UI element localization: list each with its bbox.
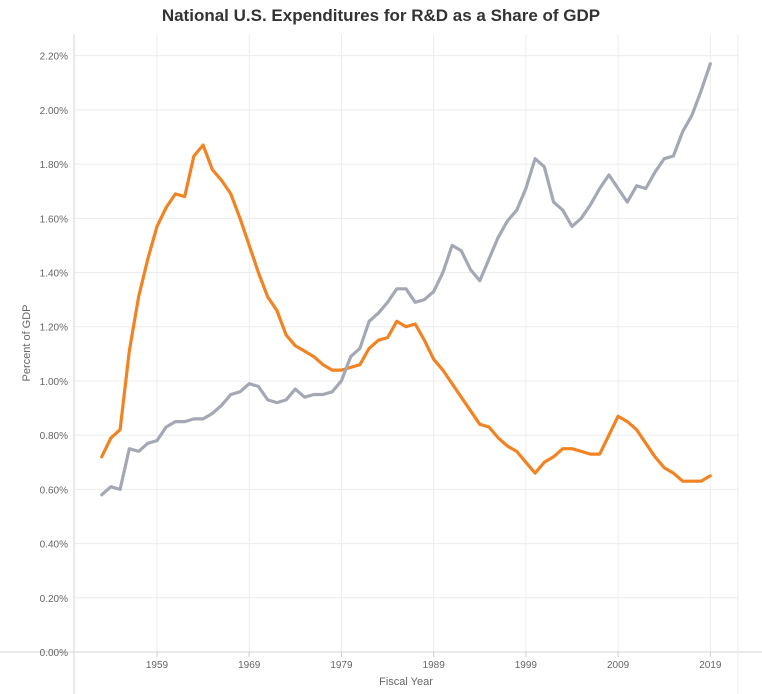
- x-tick-label: 1979: [330, 660, 353, 671]
- series-line-2: [100, 62, 712, 497]
- y-tick-label: 1.60%: [40, 214, 68, 225]
- series-line-1: [100, 143, 712, 483]
- x-tick-label: 2009: [607, 660, 630, 671]
- x-tick-label: 2019: [699, 660, 722, 671]
- y-tick-label: 0.20%: [40, 594, 68, 605]
- y-tick-label: 1.20%: [40, 323, 68, 334]
- y-tick-label: 2.00%: [40, 106, 68, 117]
- x-axis-ticks: 1959 1969 1979 1989 1999 2009 2019: [146, 652, 722, 671]
- y-tick-label: 1.40%: [40, 269, 68, 280]
- x-tick-label: 1959: [146, 660, 169, 671]
- y-tick-label: 0.60%: [40, 485, 68, 496]
- y-tick-label: 0.80%: [40, 431, 68, 442]
- x-tick-label: 1989: [423, 660, 446, 671]
- x-axis-title: Fiscal Year: [379, 676, 433, 688]
- axes: [0, 34, 762, 694]
- y-tick-label: 0.00%: [40, 648, 68, 659]
- x-tick-label: 1999: [515, 660, 538, 671]
- y-tick-label: 1.80%: [40, 160, 68, 171]
- gridlines: [74, 34, 738, 653]
- series-lines: [100, 62, 712, 497]
- y-axis-title: Percent of GDP: [21, 304, 33, 381]
- chart-title: National U.S. Expenditures for R&D as a …: [161, 6, 601, 25]
- y-axis-ticks: 0.00% 0.20% 0.40% 0.60% 0.80% 1.00% 1.20% 1.40%…: [40, 52, 68, 659]
- y-tick-label: 1.00%: [40, 377, 68, 388]
- y-tick-label: 2.20%: [40, 52, 68, 63]
- x-tick-label: 1969: [238, 660, 261, 671]
- y-tick-label: 0.40%: [40, 540, 68, 551]
